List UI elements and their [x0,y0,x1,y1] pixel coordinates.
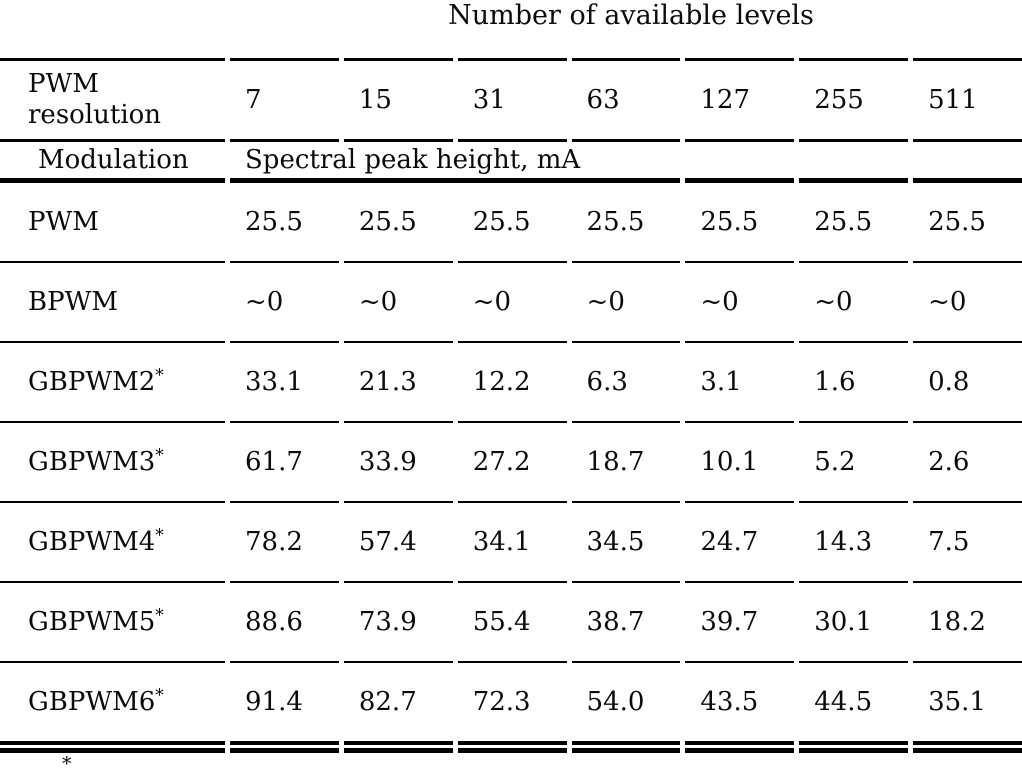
divider [457,745,567,753]
divider [230,745,339,753]
row-label: PWM [0,183,225,263]
divider [571,745,681,753]
cell-value: 2.6 [913,423,1022,503]
cell-value: 24.7 [685,503,795,583]
table-row-gbpwm5: GBPWM5* 88.6 73.9 55.4 38.7 39.7 30.1 18… [0,583,1022,663]
cell-value: 34.5 [571,503,681,583]
bottom-double-rule [0,745,1022,753]
table-row-gbpwm6: GBPWM6* 91.4 82.7 72.3 54.0 43.5 44.5 35… [0,663,1022,745]
cell-value: 25.5 [571,183,681,263]
modulation-header: Modulation [0,142,225,183]
level-header: 15 [343,58,453,142]
row-label: GBPWM4* [0,503,225,583]
cell-value: 12.2 [457,343,567,423]
level-header: 511 [913,58,1022,142]
cell-value: 54.0 [571,663,681,745]
divider [343,745,453,753]
cell-value: 91.4 [230,663,339,745]
row-label-sup: * [155,365,164,386]
cell-value: 61.7 [230,423,339,503]
cell-value: 0.8 [913,343,1022,423]
row-label: GBPWM5* [0,583,225,663]
table-row-gbpwm2: GBPWM2* 33.1 21.3 12.2 6.3 3.1 1.6 0.8 [0,343,1022,423]
cell-value: 44.5 [799,663,909,745]
divider [913,745,1022,753]
cell-value: 21.3 [343,343,453,423]
cell-value: 25.5 [230,183,339,263]
cell-value: 18.7 [571,423,681,503]
row-label: GBPWM2* [0,343,225,423]
cell-value: 35.1 [913,663,1022,745]
cell-value: 78.2 [230,503,339,583]
empty-cell [799,142,909,183]
cell-value: 82.7 [343,663,453,745]
cell-value: 38.7 [571,583,681,663]
header-row: PWM resolution 7 15 31 63 127 255 511 [0,58,1022,142]
level-header: 127 [685,58,795,142]
row-label: GBPWM6* [0,663,225,745]
cell-value: ~0 [571,263,681,343]
cell-value: 7.5 [913,503,1022,583]
level-header: 63 [571,58,681,142]
level-header: 7 [230,58,339,142]
cell-value: 43.5 [685,663,795,745]
cell-value: 25.5 [913,183,1022,263]
results-table: PWM resolution 7 15 31 63 127 255 511 Mo… [0,58,1022,753]
table-title: Number of available levels [448,0,814,31]
cell-value: 10.1 [685,423,795,503]
cell-value: ~0 [343,263,453,343]
table-row-pwm: PWM 25.5 25.5 25.5 25.5 25.5 25.5 25.5 [0,183,1022,263]
row-label-sup: * [155,605,164,626]
cell-value: 55.4 [457,583,567,663]
table-row-bpwm: BPWM ~0 ~0 ~0 ~0 ~0 ~0 ~0 [0,263,1022,343]
cell-value: 30.1 [799,583,909,663]
cell-value: 33.1 [230,343,339,423]
cell-value: 25.5 [685,183,795,263]
table-row-gbpwm3: GBPWM3* 61.7 33.9 27.2 18.7 10.1 5.2 2.6 [0,423,1022,503]
table-row-gbpwm4: GBPWM4* 78.2 57.4 34.1 34.5 24.7 14.3 7.… [0,503,1022,583]
cell-value: 3.1 [685,343,795,423]
cell-value: 57.4 [343,503,453,583]
spectral-header: Spectral peak height, mA [230,142,681,183]
cell-value: 73.9 [343,583,453,663]
cell-value: 25.5 [343,183,453,263]
divider [685,745,795,753]
modulation-header-row: Modulation Spectral peak height, mA [0,142,1022,183]
cell-value: 5.2 [799,423,909,503]
level-header: 255 [799,58,909,142]
cell-value: ~0 [799,263,909,343]
row-label-sup: * [155,525,164,546]
cell-value: 88.6 [230,583,339,663]
divider [0,745,225,753]
footnote-marker: * [62,753,72,775]
cell-value: 33.9 [343,423,453,503]
cell-value: ~0 [913,263,1022,343]
cell-value: 18.2 [913,583,1022,663]
empty-cell [913,142,1022,183]
cell-value: 25.5 [799,183,909,263]
cell-value: 72.3 [457,663,567,745]
cell-value: ~0 [457,263,567,343]
corner-header: PWM resolution [0,58,225,142]
row-label-sup: * [155,445,164,466]
divider [799,745,909,753]
level-header: 31 [457,58,567,142]
cell-value: 1.6 [799,343,909,423]
cell-value: ~0 [230,263,339,343]
cell-value: 39.7 [685,583,795,663]
cell-value: 34.1 [457,503,567,583]
cell-value: 25.5 [457,183,567,263]
cell-value: 14.3 [799,503,909,583]
row-label: GBPWM3* [0,423,225,503]
empty-cell [685,142,795,183]
row-label: BPWM [0,263,225,343]
row-label-sup: * [155,685,164,706]
cell-value: ~0 [685,263,795,343]
cell-value: 6.3 [571,343,681,423]
cell-value: 27.2 [457,423,567,503]
